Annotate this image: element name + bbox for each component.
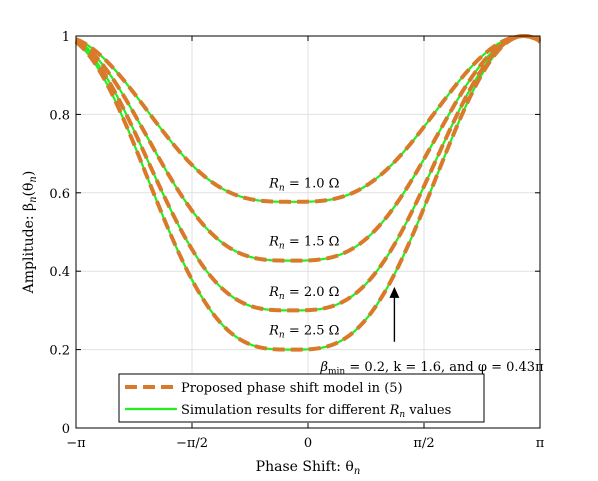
curve-label-2: Rn = 2.0 Ω: [268, 285, 339, 302]
x-tick-label: −π/2: [176, 436, 208, 451]
annotation-text: βmin = 0.2, k = 1.6, and φ = 0.43π: [319, 360, 544, 377]
annotation-arrow-head: [389, 286, 400, 298]
x-tick-label: −π: [66, 436, 86, 451]
y-tick-label: 0: [62, 422, 70, 437]
model-curve-3: [74, 34, 542, 352]
curve-labels: Rn = 1.0 Ω Rn = 1.5 Ω Rn = 2.0 Ω Rn = 2.5 Ω: [268, 177, 339, 341]
legend-box: [118, 373, 485, 423]
y-tick-label: 0.8: [49, 108, 70, 123]
x-tick-label: 0: [304, 436, 312, 451]
legend-label-1: Simulation results for different Rn valu…: [181, 403, 451, 420]
y-axis-label: Amplitude: βn(θn): [21, 171, 39, 295]
model-curve-2: [74, 34, 542, 313]
model-curve-0: [75, 34, 541, 204]
y-tick-label: 0.4: [49, 265, 70, 280]
y-tick-label: 0.6: [49, 187, 70, 202]
y-tick-label: 1: [62, 30, 70, 45]
curve-label-1: Rn = 1.5 Ω: [268, 235, 339, 252]
x-tick-label: π: [536, 436, 545, 451]
x-axis-label: Phase Shift: θn: [256, 459, 361, 477]
curves: [74, 34, 542, 352]
model-curve-1: [75, 34, 541, 263]
ticks: −π −π/2 0 π/2 π 0 0.2 0.4 0.6 0.8 1: [49, 30, 544, 451]
curve-label-0: Rn = 1.0 Ω: [268, 177, 339, 194]
x-tick-label: π/2: [413, 436, 434, 451]
legend-label-0: Proposed phase shift model in (5): [181, 381, 403, 396]
y-tick-label: 0.2: [49, 344, 70, 359]
annotation: βmin = 0.2, k = 1.6, and φ = 0.43π: [319, 286, 544, 377]
legend: Proposed phase shift model in (5) Simulat…: [118, 373, 485, 423]
curve-label-3: Rn = 2.5 Ω: [268, 324, 339, 341]
